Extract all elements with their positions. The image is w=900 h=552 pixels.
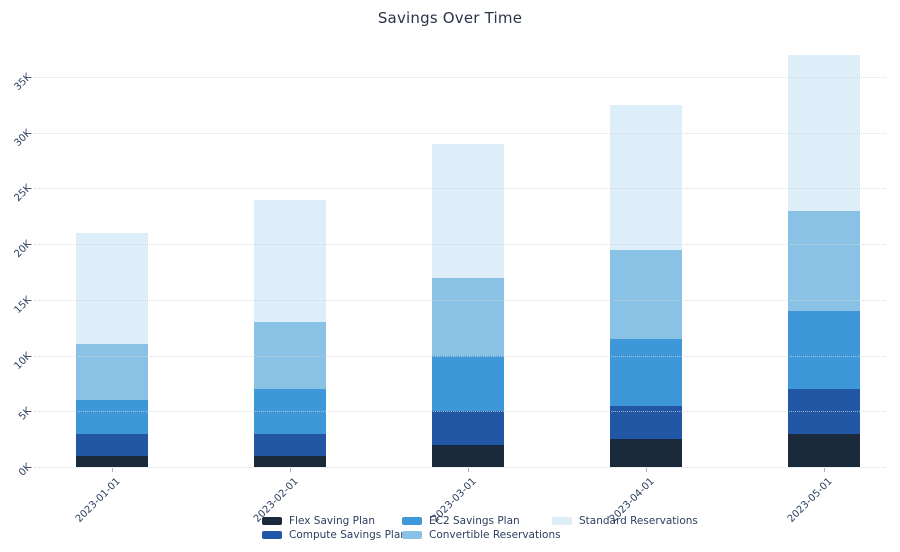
bar-segment-compute-savings-plan-2023-02-01[interactable] [254, 433, 326, 456]
y-axis-tick-label: 5K [16, 405, 34, 423]
legend-label: Standard Reservations [579, 515, 698, 527]
bar-segment-convertible-reservations-2023-02-01[interactable] [254, 322, 326, 389]
y-axis-tick-label: 25K [12, 183, 34, 205]
legend-column: EC2 Savings Plan Convertible Reservations [402, 514, 561, 542]
bar-segment-compute-savings-plan-2023-03-01[interactable] [432, 411, 504, 445]
y-axis-tick-label: 30K [12, 127, 34, 149]
legend-item-standard-reservations[interactable]: Standard Reservations [552, 514, 698, 528]
bar-segment-flex-saving-plan-2023-03-01[interactable] [432, 444, 504, 467]
bar-segment-ec2-savings-plan-2023-04-01[interactable] [610, 338, 682, 406]
y-axis-tick-label: 35K [12, 71, 34, 94]
legend-swatch-icon [262, 531, 282, 539]
bar-segment-convertible-reservations-2023-05-01[interactable] [788, 210, 860, 311]
legend: Flex Saving Plan Compute Savings Plan EC2 … [262, 514, 698, 542]
legend-swatch-icon [552, 517, 572, 525]
bar-segment-flex-saving-plan-2023-02-01[interactable] [254, 455, 326, 467]
bar-segment-ec2-savings-plan-2023-03-01[interactable] [432, 355, 504, 412]
bar-segment-flex-saving-plan-2023-01-01[interactable] [76, 455, 148, 467]
bar-segment-convertible-reservations-2023-03-01[interactable] [432, 277, 504, 356]
legend-swatch-icon [402, 517, 422, 525]
bar-segment-ec2-savings-plan-2023-01-01[interactable] [76, 400, 148, 434]
bar-segment-compute-savings-plan-2023-05-01[interactable] [788, 389, 860, 434]
bar-segment-standard-reservations-2023-01-01[interactable] [76, 233, 148, 345]
legend-item-flex-saving-plan[interactable]: Flex Saving Plan [262, 514, 402, 528]
bar-segment-standard-reservations-2023-05-01[interactable] [788, 54, 860, 211]
x-axis-tick-label: 2023-05-01 [785, 476, 835, 525]
legend-item-convertible-reservations[interactable]: Convertible Reservations [402, 528, 561, 542]
legend-label: Flex Saving Plan [289, 515, 376, 527]
bar-segment-ec2-savings-plan-2023-05-01[interactable] [788, 311, 860, 389]
legend-label: Compute Savings Plan [289, 529, 407, 541]
gridline-30K [34, 132, 886, 134]
y-axis-tick-label: 20K [12, 238, 34, 261]
gridline-0K [34, 467, 886, 468]
legend-item-compute-savings-plan[interactable]: Compute Savings Plan [262, 528, 407, 542]
legend-column: Standard Reservations [552, 514, 698, 528]
legend-label: EC2 Savings Plan [429, 515, 520, 527]
y-axis-tick-label: 10K [12, 350, 34, 372]
legend-item-ec2-savings-plan[interactable]: EC2 Savings Plan [402, 514, 552, 528]
legend-label: Convertible Reservations [429, 529, 561, 541]
bar-segment-convertible-reservations-2023-04-01[interactable] [610, 249, 682, 339]
x-axis-tick-label: 2023-01-01 [73, 476, 123, 525]
y-axis-tick-label: 15K [12, 294, 34, 316]
bar-segment-compute-savings-plan-2023-04-01[interactable] [610, 405, 682, 440]
chart-title: Savings Over Time [377, 9, 523, 27]
bar-segment-flex-saving-plan-2023-05-01[interactable] [788, 433, 860, 467]
x-axis-tick-mark [468, 468, 469, 472]
legend-column: Flex Saving Plan Compute Savings Plan [262, 514, 407, 542]
y-axis-tick-label: 0K [16, 461, 34, 479]
bar-segment-standard-reservations-2023-02-01[interactable] [254, 199, 326, 323]
legend-swatch-icon [402, 531, 422, 539]
bar-segment-flex-saving-plan-2023-04-01[interactable] [610, 439, 682, 467]
x-axis-tick-mark [646, 468, 647, 472]
x-axis-tick-mark [112, 468, 113, 472]
x-axis-tick-mark [290, 468, 291, 472]
bar-segment-ec2-savings-plan-2023-02-01[interactable] [254, 389, 326, 434]
legend-swatch-icon [262, 517, 282, 525]
bar-segment-standard-reservations-2023-03-01[interactable] [432, 143, 504, 278]
bar-segment-standard-reservations-2023-04-01[interactable] [610, 104, 682, 250]
bar-segment-convertible-reservations-2023-01-01[interactable] [76, 344, 148, 401]
gridline-35K [34, 77, 886, 78]
x-axis-tick-mark [824, 468, 825, 472]
bar-segment-compute-savings-plan-2023-01-01[interactable] [76, 433, 148, 456]
